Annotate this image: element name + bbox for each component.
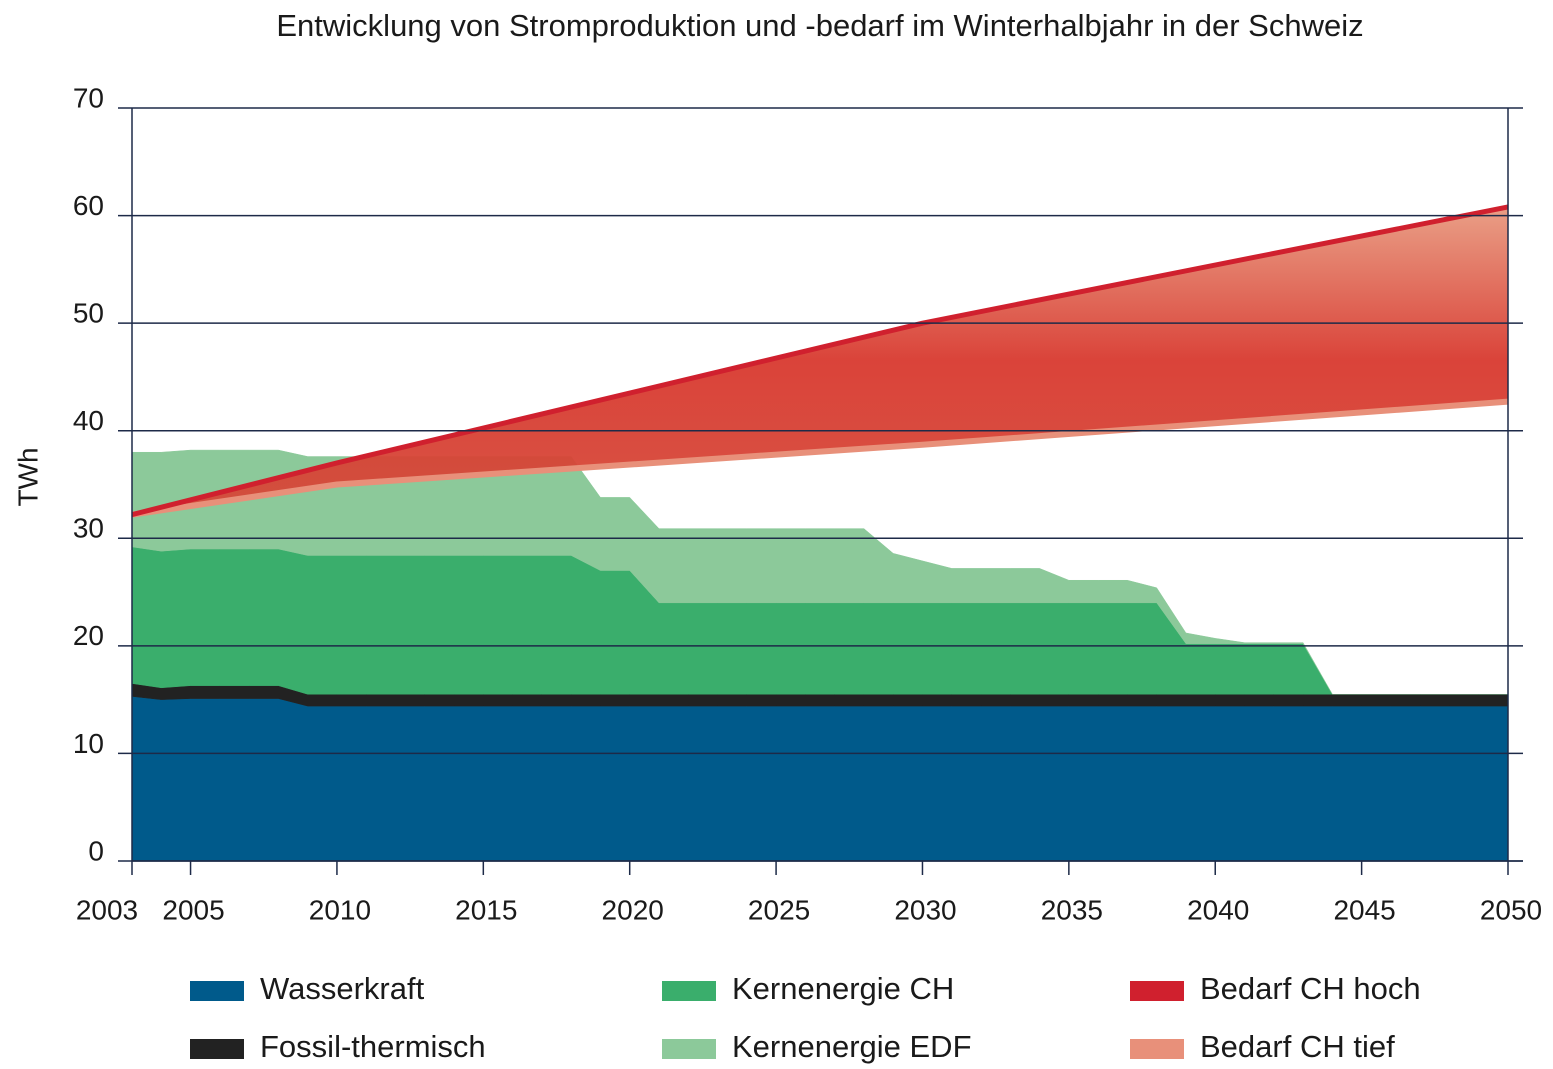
legend-label: Wasserkraft: [260, 971, 425, 1006]
x-tick-label: 2030: [894, 894, 956, 925]
y-tick-label: 50: [73, 298, 104, 329]
line: [131, 204, 1509, 518]
x-tick-label: 2003: [76, 894, 138, 925]
x-tick-label: 2025: [748, 894, 810, 925]
x-tick-label: 2015: [455, 894, 517, 925]
x-tick-label: 2010: [309, 894, 371, 925]
legend-label: Bedarf CH hoch: [1200, 971, 1421, 1006]
area: [131, 696, 1509, 862]
y-axis-label: TWh: [12, 447, 43, 506]
x-tick-label: 2045: [1333, 894, 1395, 925]
x-tick-label: 2035: [1041, 894, 1103, 925]
y-tick-label: 30: [73, 513, 104, 544]
x-tick-label: 2020: [602, 894, 664, 925]
y-tick-label: 10: [73, 728, 104, 759]
y-tick-label: 20: [73, 620, 104, 651]
x-tick-label: 2050: [1480, 894, 1542, 925]
x-tick-label: 2040: [1187, 894, 1249, 925]
x-tick-label: 2005: [162, 894, 224, 925]
y-tick-label: 70: [73, 82, 104, 113]
legend-label: Kernenergie EDF: [732, 1029, 972, 1064]
legend-swatch: [662, 1039, 716, 1059]
legend-label: Bedarf CH tief: [1200, 1029, 1395, 1064]
legend-swatch: [190, 1039, 244, 1059]
legend-label: Fossil-thermisch: [260, 1029, 486, 1064]
line: [131, 398, 1509, 518]
y-tick-label: 0: [88, 835, 104, 866]
legend-swatch: [1130, 1039, 1184, 1059]
legend-swatch: [1130, 981, 1184, 1001]
y-tick-label: 40: [73, 405, 104, 436]
legend-label: Kernenergie CH: [732, 971, 954, 1006]
area: [131, 449, 1508, 695]
demand-range: [132, 206, 1508, 515]
legend-swatch: [190, 981, 244, 1001]
legend-swatch: [662, 981, 716, 1001]
chart-title: Entwicklung von Stromproduktion und -bed…: [276, 8, 1363, 43]
y-tick-label: 60: [73, 190, 104, 221]
